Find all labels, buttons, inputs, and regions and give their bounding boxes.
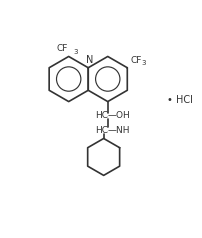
Text: —NH: —NH [107, 126, 130, 135]
Text: HC: HC [94, 126, 107, 135]
Text: • HCl: • HCl [166, 94, 192, 104]
Text: CF: CF [130, 56, 141, 65]
Text: HC: HC [94, 111, 107, 120]
Text: —OH: —OH [107, 111, 130, 120]
Text: 3: 3 [141, 60, 145, 66]
Text: N: N [85, 55, 93, 65]
Text: 3: 3 [74, 49, 78, 55]
Text: CF: CF [56, 44, 67, 53]
